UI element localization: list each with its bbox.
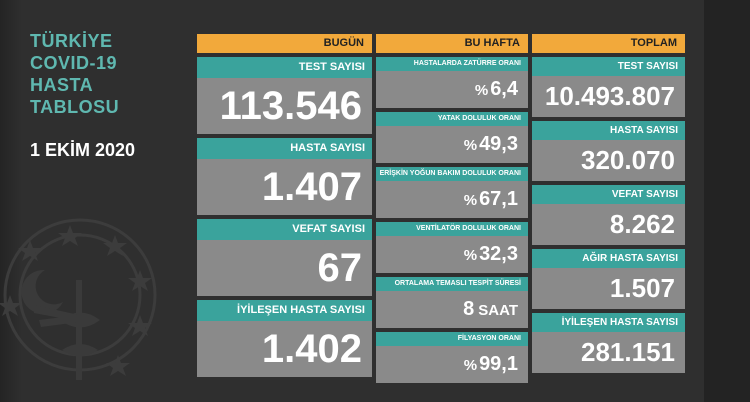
report-date: 1 EKİM 2020	[30, 140, 136, 160]
today-cases-value: 1.407	[197, 159, 372, 215]
today-recovered-value: 1.402	[197, 321, 372, 377]
total-recovered-card: İYİLEŞEN HASTA SAYISI 281.151	[532, 313, 685, 373]
today-deaths-value: 67	[197, 240, 372, 296]
health-ministry-emblem-icon	[0, 218, 157, 380]
week-pneumonia-label: HASTALARDA ZATÜRRE ORANI	[376, 57, 528, 71]
total-severe-value: 1.507	[532, 268, 685, 309]
today-header: BUGÜN	[197, 34, 372, 53]
today-recovered-card: İYİLEŞEN HASTA SAYISI 1.402	[197, 300, 372, 377]
total-deaths-card: VEFAT SAYISI 8.262	[532, 185, 685, 245]
total-cases-card: HASTA SAYISI 320.070	[532, 121, 685, 181]
title-line-2: COVID-19	[30, 53, 118, 73]
week-contact-time-value: 8	[463, 298, 475, 320]
week-contact-time-card: ORTALAMA TEMASLI TESPİT SÜRESİ 8 SAAT	[376, 277, 528, 328]
total-recovered-value: 281.151	[532, 332, 685, 373]
week-ventilator-label: VENTİLATÖR DOLULUK ORANI	[376, 222, 528, 236]
week-icu-value: 67,1	[479, 188, 518, 210]
week-contact-time-label: ORTALAMA TEMASLI TESPİT SÜRESİ	[376, 277, 528, 291]
today-cases-card: HASTA SAYISI 1.407	[197, 138, 372, 215]
week-ventilator-card: VENTİLATÖR DOLULUK ORANI % 32,3	[376, 222, 528, 273]
total-cases-value: 320.070	[532, 140, 685, 181]
percent-sign: %	[463, 357, 478, 374]
week-bed-value-box: % 49,3	[376, 126, 528, 163]
total-test-value: 10.493.807	[532, 76, 685, 117]
week-filiation-value-box: % 99,1	[376, 346, 528, 383]
total-column: TOPLAM TEST SAYISI 10.493.807 HASTA SAYI…	[532, 34, 685, 377]
week-filiation-card: FİLYASYON ORANI % 99,1	[376, 332, 528, 383]
week-filiation-value: 99,1	[479, 353, 518, 375]
right-edge-band	[704, 0, 750, 402]
week-ventilator-value-box: % 32,3	[376, 236, 528, 273]
today-test-label: TEST SAYISI	[197, 57, 372, 78]
today-test-card: TEST SAYISI 113.546	[197, 57, 372, 134]
total-header: TOPLAM	[532, 34, 685, 53]
week-bed-value: 49,3	[479, 133, 518, 155]
total-cases-label: HASTA SAYISI	[532, 121, 685, 140]
total-severe-label: AĞIR HASTA SAYISI	[532, 249, 685, 268]
total-recovered-label: İYİLEŞEN HASTA SAYISI	[532, 313, 685, 332]
today-test-value: 113.546	[197, 78, 372, 134]
week-ventilator-value: 32,3	[479, 243, 518, 265]
week-icu-value-box: % 67,1	[376, 181, 528, 218]
week-contact-time-value-box: 8 SAAT	[376, 291, 528, 328]
percent-sign: %	[474, 82, 489, 99]
percent-sign: %	[463, 137, 478, 154]
total-test-card: TEST SAYISI 10.493.807	[532, 57, 685, 117]
week-header: BU HAFTA	[376, 34, 528, 53]
week-bed-label: YATAK DOLULUK ORANI	[376, 112, 528, 126]
total-deaths-value: 8.262	[532, 204, 685, 245]
percent-sign: %	[463, 247, 478, 264]
today-column: BUGÜN TEST SAYISI 113.546 HASTA SAYISI 1…	[197, 34, 372, 381]
week-pneumonia-value-box: % 6,4	[376, 71, 528, 108]
week-column: BU HAFTA HASTALARDA ZATÜRRE ORANI % 6,4 Y…	[376, 34, 528, 387]
week-pneumonia-card: HASTALARDA ZATÜRRE ORANI % 6,4	[376, 57, 528, 108]
week-icu-label: ERİŞKİN YOĞUN BAKIM DOLULUK ORANI	[376, 167, 528, 181]
total-deaths-label: VEFAT SAYISI	[532, 185, 685, 204]
hour-unit: SAAT	[478, 302, 518, 319]
today-cases-label: HASTA SAYISI	[197, 138, 372, 159]
title-line-1: TÜRKİYE	[30, 31, 113, 51]
total-severe-card: AĞIR HASTA SAYISI 1.507	[532, 249, 685, 309]
percent-sign: %	[463, 192, 478, 209]
week-bed-card: YATAK DOLULUK ORANI % 49,3	[376, 112, 528, 163]
today-deaths-label: VEFAT SAYISI	[197, 219, 372, 240]
total-test-label: TEST SAYISI	[532, 57, 685, 76]
page-title: TÜRKİYE COVID-19 HASTA TABLOSU	[30, 30, 119, 118]
today-deaths-card: VEFAT SAYISI 67	[197, 219, 372, 296]
today-recovered-label: İYİLEŞEN HASTA SAYISI	[197, 300, 372, 321]
title-line-4: TABLOSU	[30, 97, 120, 117]
week-icu-card: ERİŞKİN YOĞUN BAKIM DOLULUK ORANI % 67,1	[376, 167, 528, 218]
title-line-3: HASTA	[30, 75, 94, 95]
week-filiation-label: FİLYASYON ORANI	[376, 332, 528, 346]
week-pneumonia-value: 6,4	[490, 78, 518, 100]
